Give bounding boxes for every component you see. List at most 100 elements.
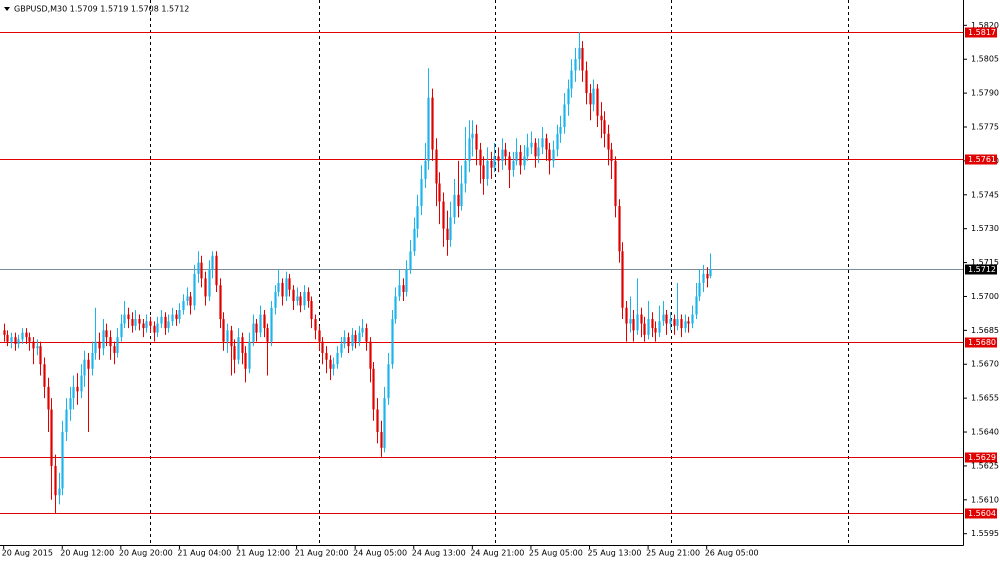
candle-body	[372, 368, 375, 410]
candle-body	[662, 314, 665, 322]
candle-body	[687, 321, 690, 324]
candle-body	[336, 352, 339, 365]
y-tick-label: 1.5640	[971, 428, 999, 437]
candle-body	[457, 194, 460, 207]
candle-body	[266, 328, 269, 342]
candle-body	[523, 156, 526, 166]
x-tick-label: 21 Aug 12:00	[236, 549, 290, 558]
x-tick-label: 26 Aug 05:00	[705, 549, 759, 558]
y-tick-label: 1.5745	[971, 190, 999, 199]
candle-body	[50, 409, 53, 466]
candle-body	[486, 160, 489, 179]
x-tick-label: 25 Aug 21:00	[646, 549, 700, 558]
y-tick-label: 1.5670	[971, 360, 999, 369]
candle-body	[479, 149, 482, 166]
candle-body	[640, 314, 643, 324]
candle-body	[80, 375, 83, 392]
candle-body	[131, 319, 134, 326]
candle-body	[171, 314, 174, 322]
candle-body	[515, 151, 518, 161]
candle-body	[632, 319, 635, 331]
candle-body	[134, 319, 137, 326]
candle-body	[281, 282, 284, 297]
candle-body	[596, 88, 599, 116]
candle-body	[274, 291, 277, 308]
candle-body	[69, 398, 72, 410]
candle-body	[676, 319, 679, 326]
candle-body	[36, 346, 39, 349]
candle-body	[446, 228, 449, 240]
candle-body	[98, 341, 101, 349]
candle-body	[651, 319, 654, 329]
candle-body	[537, 147, 540, 157]
candle-body	[233, 346, 236, 360]
candle-body	[541, 138, 544, 148]
candle-body	[215, 255, 218, 286]
candle-body	[149, 321, 152, 326]
candle-body	[6, 334, 9, 342]
candle-body	[28, 337, 31, 342]
level-box	[965, 154, 997, 165]
candle-body	[175, 314, 178, 320]
candle-body	[482, 165, 485, 179]
candle-body	[614, 160, 617, 207]
y-tick-label: 1.5610	[971, 495, 999, 504]
candle-body	[460, 183, 463, 207]
candle-body	[120, 323, 123, 338]
candle-body	[658, 321, 661, 333]
candle-body	[691, 314, 694, 324]
x-tick-label: 24 Aug 13:00	[412, 549, 466, 558]
last-price-box	[965, 264, 997, 275]
candle-body	[248, 341, 251, 369]
candle-body	[76, 386, 79, 392]
candle-body	[574, 59, 577, 71]
candle-body	[504, 149, 507, 157]
candle-body	[394, 296, 397, 320]
candle-body	[702, 273, 705, 283]
candle-body	[219, 285, 222, 320]
candle-body	[167, 321, 170, 329]
candle-body	[237, 337, 240, 360]
candle-body	[127, 314, 130, 320]
candle-body	[493, 156, 496, 168]
candle-body	[709, 269, 712, 277]
candle-body	[592, 88, 595, 105]
y-tick-label: 1.5625	[971, 461, 999, 470]
candle-body	[490, 160, 493, 168]
chart-title: GBPUSD,M30 1.5709 1.5719 1.5708 1.5712	[14, 5, 189, 14]
candle-body	[325, 352, 328, 360]
candle-body	[259, 314, 262, 333]
candle-body	[600, 115, 603, 121]
candle-body	[299, 296, 302, 306]
candle-body	[427, 97, 430, 161]
candle-body	[438, 183, 441, 202]
candle-body	[629, 319, 632, 324]
candle-body	[420, 178, 423, 207]
candle-body	[380, 432, 383, 448]
candle-body	[387, 364, 390, 399]
x-tick-label: 24 Aug 05:00	[353, 549, 407, 558]
y-tick-label: 1.5820	[971, 21, 999, 30]
candle-body	[464, 160, 467, 184]
candle-body	[277, 282, 280, 292]
candle-body	[58, 488, 61, 496]
x-tick-label: 20 Aug 2015	[2, 549, 53, 558]
candle-body	[647, 319, 650, 335]
candle-body	[32, 341, 35, 349]
candle-body	[621, 251, 624, 308]
x-tick-label: 21 Aug 04:00	[177, 549, 231, 558]
candle-body	[424, 160, 427, 179]
candle-body	[142, 323, 145, 329]
candle-body	[361, 328, 364, 333]
candle-body	[61, 432, 64, 489]
candle-body	[698, 282, 701, 297]
candle-body	[559, 127, 562, 134]
x-tick-label: 20 Aug 12:00	[60, 549, 114, 558]
candle-body	[358, 332, 361, 342]
candle-body	[431, 97, 434, 150]
level-label: 1.5680	[968, 338, 996, 347]
candle-body	[365, 328, 368, 342]
candle-body	[83, 359, 86, 376]
candle-body	[54, 465, 57, 496]
candle-body	[501, 149, 504, 161]
